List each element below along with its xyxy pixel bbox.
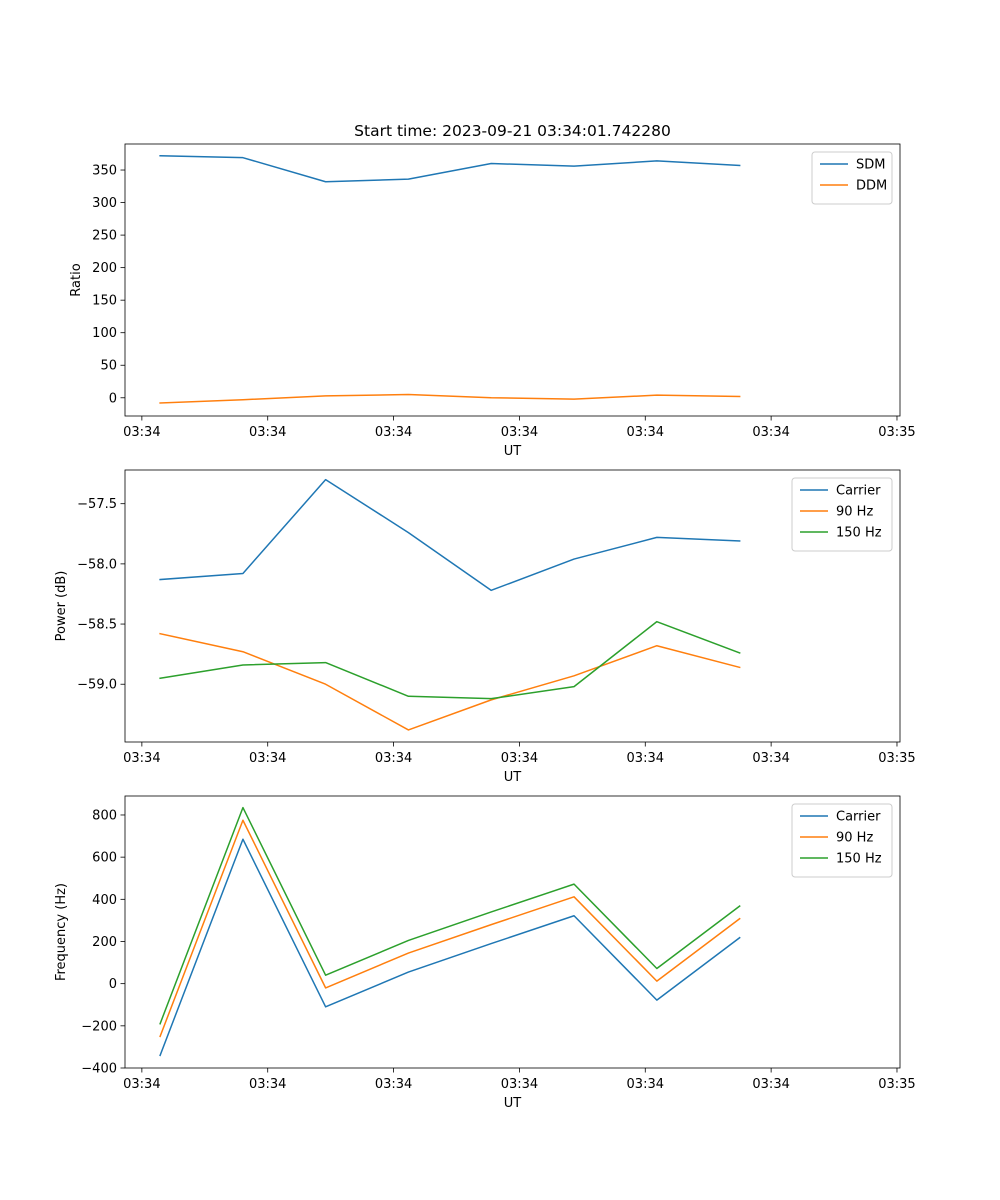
subplot-3: 03:34 03:34 03:34 03:34 03:34 03:34 03:35 −400 −… [54,795,916,1111]
x-tick-label: 03:34 [627,751,664,766]
x-tick-label: 03:34 [375,751,412,766]
series-line-sdm [159,154,741,183]
y-tick-label: 300 [92,196,117,211]
x-tick-label: 03:34 [627,425,664,440]
x-axis-label: UT [504,770,522,785]
x-tick-label: 03:35 [878,425,915,440]
series-line-carrier [159,478,741,592]
legend: SDM DDM [811,151,893,205]
y-tick-label: −58.0 [77,557,117,572]
y-tick-label: 0 [109,391,117,406]
legend-label: DDM [856,179,887,194]
x-tick-label: 03:34 [249,751,286,766]
x-tick-label: 03:34 [752,1077,789,1092]
legend-label: 90 Hz [836,505,873,520]
y-axis-label: Power (dB) [54,571,69,642]
y-tick-label: −200 [81,1019,117,1034]
y-tick-label: −59.0 [77,678,117,693]
y-tick-label: −400 [81,1062,117,1077]
x-tick-label: 03:34 [752,425,789,440]
x-tick-label: 03:34 [375,425,412,440]
series-line-90-hz [159,632,741,731]
y-tick-label: −57.5 [77,497,117,512]
subplot-2: 03:34 03:34 03:34 03:34 03:34 03:34 03:35 −59.0… [54,469,916,785]
series-line-90-hz [159,819,741,1038]
x-tick-label: 03:34 [123,425,160,440]
legend-label: SDM [856,158,885,173]
axes-frame [124,795,901,1069]
x-tick-label: 03:34 [123,1077,160,1092]
x-tick-label: 03:34 [501,751,538,766]
axes-frame [124,469,901,743]
series-line-150-hz [159,620,741,700]
y-tick-label: −58.5 [77,618,117,633]
y-tick-label: 350 [92,164,117,179]
y-tick-label: 800 [92,808,117,823]
y-tick-label: 100 [92,326,117,341]
legend-box [811,151,893,205]
legend-label: 90 Hz [836,831,873,846]
y-tick-label: 400 [92,893,117,908]
subplot-1: 03:34 03:34 03:34 03:34 03:34 03:34 03:35 0 50 10… [69,122,916,459]
x-tick-label: 03:34 [249,1077,286,1092]
legend: Carrier 90 Hz 150 Hz [791,803,893,878]
legend-label: Carrier [836,810,881,825]
y-axis-label: Ratio [69,263,84,296]
series-line-ddm [159,393,741,404]
legend-label: 150 Hz [836,526,882,541]
y-tick-label: 150 [92,294,117,309]
x-tick-label: 03:34 [627,1077,664,1092]
x-tick-label: 03:34 [501,425,538,440]
legend-label: Carrier [836,484,881,499]
x-tick-label: 03:35 [878,751,915,766]
y-tick-label: 250 [92,229,117,244]
x-tick-label: 03:35 [878,1077,915,1092]
legend-label: 150 Hz [836,852,882,867]
y-tick-label: 0 [109,977,117,992]
x-axis-label: UT [504,444,522,459]
y-axis-label: Frequency (Hz) [54,883,69,981]
y-tick-label: 200 [92,261,117,276]
x-tick-label: 03:34 [123,751,160,766]
legend: Carrier 90 Hz 150 Hz [791,477,893,552]
series-line-150-hz [159,806,741,1025]
chart-title: Start time: 2023-09-21 03:34:01.742280 [354,122,671,140]
x-tick-label: 03:34 [752,751,789,766]
axes-frame [124,143,901,417]
y-tick-label: 50 [100,359,117,374]
x-tick-label: 03:34 [375,1077,412,1092]
x-axis-label: UT [504,1096,522,1111]
series-line-carrier [159,838,741,1057]
y-tick-label: 200 [92,935,117,950]
y-tick-label: 600 [92,851,117,866]
x-tick-label: 03:34 [501,1077,538,1092]
x-tick-label: 03:34 [249,425,286,440]
